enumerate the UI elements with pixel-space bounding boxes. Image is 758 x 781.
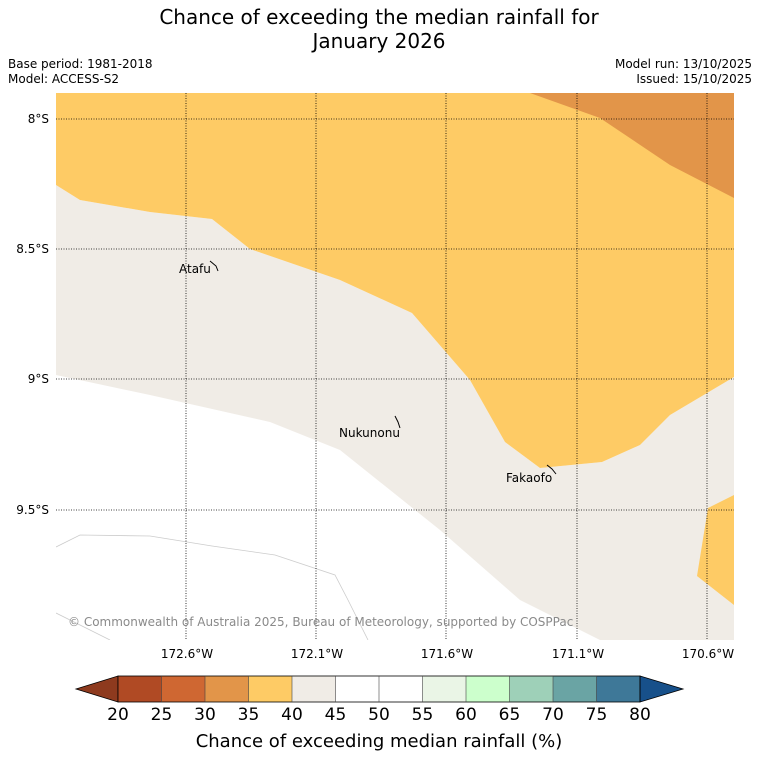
model-name: Model: ACCESS-S2	[8, 72, 120, 86]
lat-label-9s: 9°S	[28, 372, 49, 386]
copyright-notice: © Commonwealth of Australia 2025, Bureau…	[68, 615, 573, 629]
colorbar-tick-labels: 20 25 30 35 40 45 50 55 60 65 70 75 80	[107, 705, 651, 725]
colorbar-segment-35-40	[248, 676, 292, 702]
atoll-fakaofo-outline	[546, 464, 557, 475]
colorbar-tick-75: 75	[586, 705, 608, 725]
colorbar-segment-60-65	[466, 676, 510, 702]
lon-label-171-1w: 171.1°W	[552, 647, 604, 661]
title-line-1: Chance of exceeding the median rainfall …	[159, 5, 599, 29]
atoll-nukunonu-outline	[394, 415, 401, 429]
places: Atafu Nukunonu Fakaofo	[179, 260, 557, 485]
colorbar-dividers	[161, 676, 597, 702]
place-label-fakaofo: Fakaofo	[506, 471, 552, 485]
meta-left: Base period: 1981-2018 Model: ACCESS-S2	[8, 57, 153, 87]
lat-labels: 8°S 8.5°S 9°S 9.5°S	[16, 112, 49, 517]
lon-label-172-1w: 172.1°W	[291, 647, 343, 661]
colorbar-segment-70-75	[553, 676, 597, 702]
colorbar-segment-30-35	[205, 676, 249, 702]
colorbar-tick-45: 45	[325, 705, 347, 725]
colorbar-tick-40: 40	[281, 705, 303, 725]
colorbar-tick-65: 65	[499, 705, 521, 725]
colorbar-segment-20-25	[118, 676, 162, 702]
region-40-45	[56, 185, 734, 640]
colorbar-segment-75-80	[596, 676, 640, 702]
lat-label-9-5s: 9.5°S	[16, 503, 49, 517]
colorbar-segment-55-60	[422, 676, 466, 702]
lat-label-8-5s: 8.5°S	[16, 242, 49, 256]
contour-line	[56, 612, 111, 640]
meta-right: Model run: 13/10/2025 Issued: 15/10/2025	[615, 57, 752, 87]
place-label-atafu: Atafu	[179, 262, 211, 276]
map-area	[56, 93, 734, 640]
colorbar-segment-25-30	[161, 676, 205, 702]
lat-label-8s: 8°S	[28, 112, 49, 126]
colorbar-tick-80: 80	[629, 705, 651, 725]
map-title: Chance of exceeding the median rainfall …	[0, 5, 758, 53]
region-35-40	[56, 93, 734, 468]
colorbar: 20 25 30 35 40 45 50 55 60 65 70 75 80 C…	[74, 675, 685, 752]
model-run: Model run: 13/10/2025	[614, 57, 752, 71]
colorbar-extend-high	[639, 675, 685, 703]
colorbar-title: Chance of exceeding median rainfall (%)	[196, 731, 563, 752]
colorbar-tick-25: 25	[151, 705, 173, 725]
lon-labels: 172.6°W 172.1°W 171.6°W 171.1°W 170.6°W	[161, 647, 734, 661]
region-35-40-southeast	[697, 495, 734, 605]
lon-label-171-6w: 171.6°W	[421, 647, 473, 661]
atoll-atafu-outline	[209, 260, 219, 272]
colorbar-segment-40-45	[292, 676, 336, 702]
colorbar-tick-50: 50	[368, 705, 390, 725]
gridlines	[56, 93, 734, 640]
region-30-35	[530, 93, 734, 198]
colorbar-tick-20: 20	[107, 705, 129, 725]
colorbar-tick-70: 70	[542, 705, 564, 725]
colorbar-segment-45-50	[335, 676, 379, 702]
colorbar-segment-50-55	[379, 676, 423, 702]
issued-date: Issued: 15/10/2025	[636, 72, 752, 86]
base-period: Base period: 1981-2018	[8, 57, 153, 71]
lon-label-172-6w: 172.6°W	[161, 647, 213, 661]
colorbar-extend-low	[74, 675, 119, 703]
colorbar-tick-35: 35	[238, 705, 260, 725]
lon-label-170-6w: 170.6°W	[682, 647, 734, 661]
colorbar-tick-30: 30	[194, 705, 216, 725]
contour-line	[56, 534, 369, 640]
colorbar-tick-60: 60	[455, 705, 477, 725]
colorbar-segment-65-70	[509, 676, 553, 702]
place-label-nukunonu: Nukunonu	[339, 426, 400, 440]
title-line-2: January 2026	[312, 29, 446, 53]
colorbar-tick-55: 55	[412, 705, 434, 725]
